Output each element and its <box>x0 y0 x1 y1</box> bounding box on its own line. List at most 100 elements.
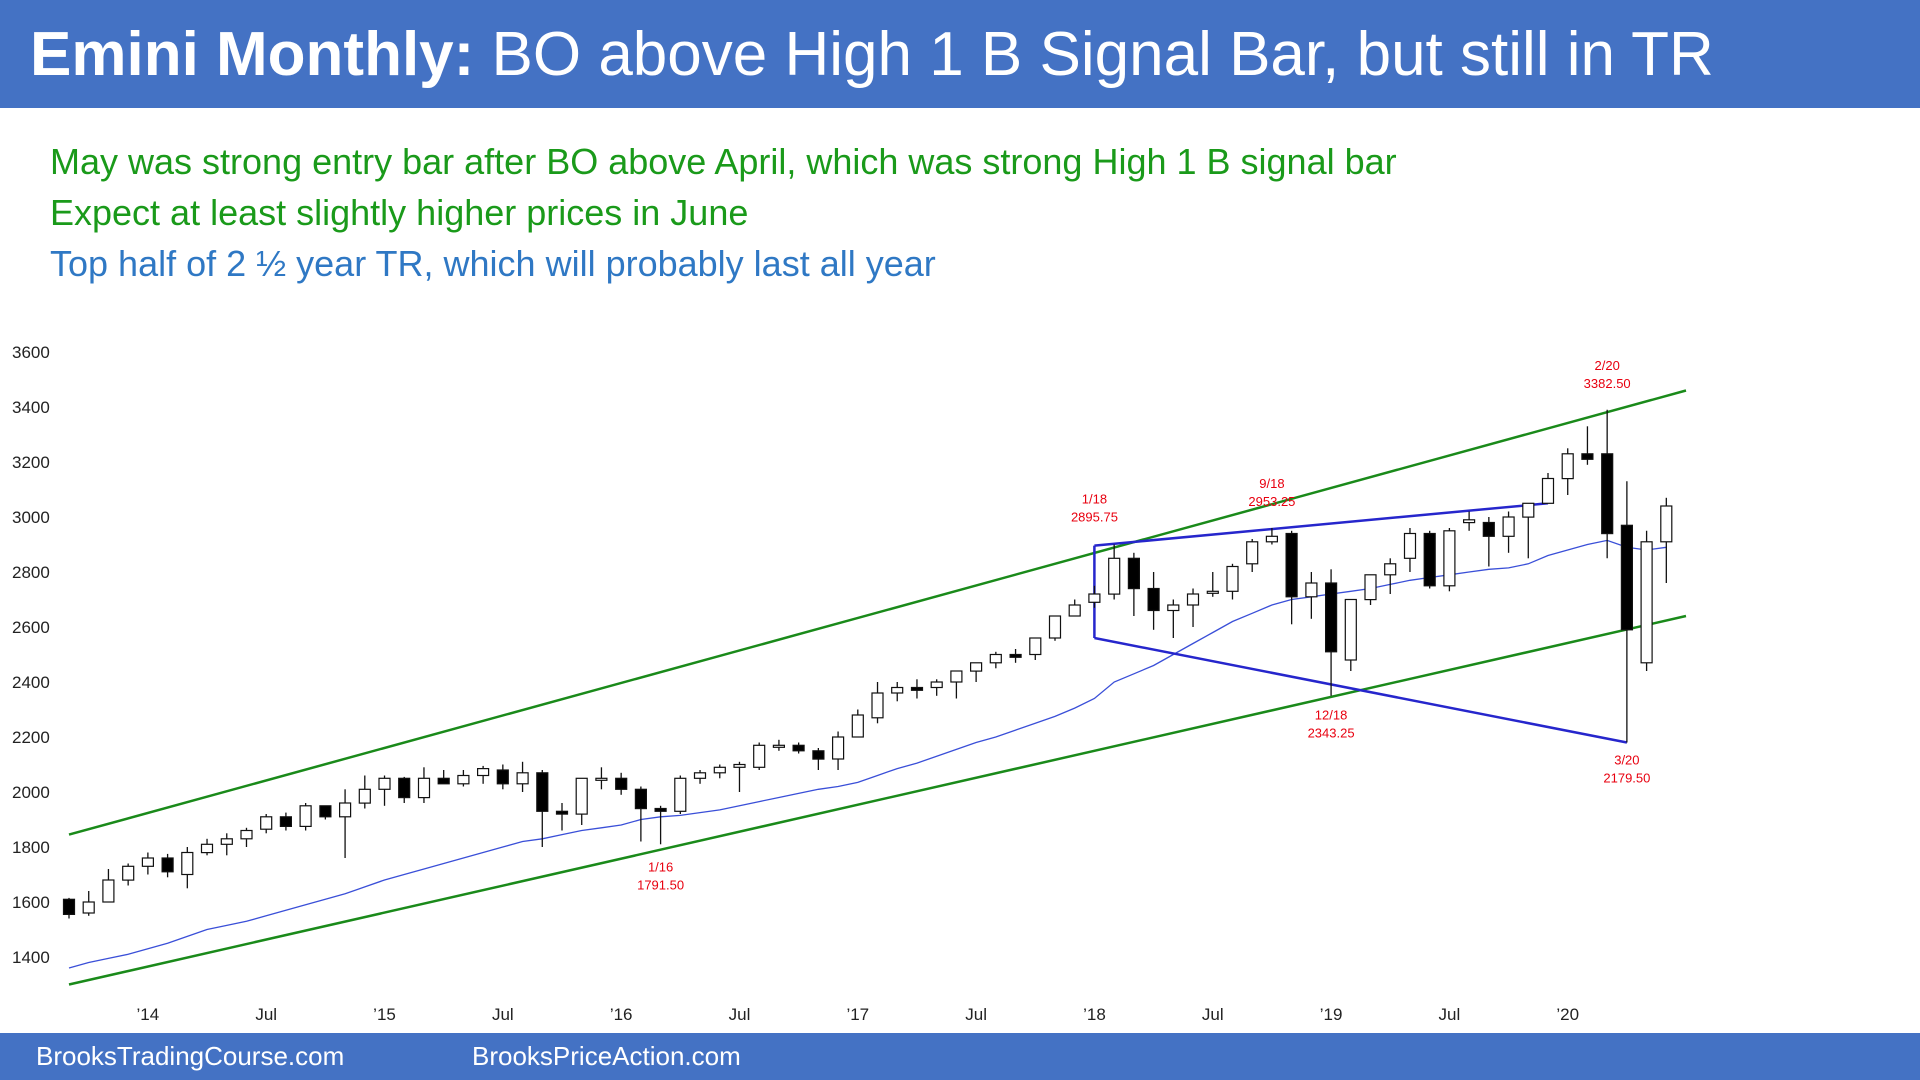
bear-candle <box>161 857 174 873</box>
price-chart: 1400 1600 1800 2000 2200 2400 2600 2800 3000 3200… <box>12 343 1687 1024</box>
bear-candle <box>812 750 825 760</box>
swing-date-label: 1/18 <box>1082 492 1107 507</box>
bear-candle <box>279 816 292 827</box>
note-line-3: Top half of 2 ½ year TR, which will prob… <box>50 243 936 284</box>
bull-candle <box>141 857 154 867</box>
triangle-top-line <box>1094 502 1549 547</box>
bull-candle <box>299 805 312 827</box>
bull-candle <box>575 777 588 815</box>
bull-candle <box>82 901 95 914</box>
bull-candle <box>595 777 608 781</box>
bear-candle <box>555 810 569 815</box>
x-tick-label: Jul <box>1439 1005 1461 1024</box>
bull-candle <box>1344 598 1357 661</box>
swing-date-label: 3/20 <box>1614 753 1639 768</box>
bull-candle <box>1226 565 1239 592</box>
bull-candle <box>102 879 115 903</box>
bear-candle <box>62 898 76 915</box>
bull-candle <box>1541 477 1555 504</box>
x-tick-label: ’16 <box>610 1005 633 1024</box>
y-tick-label: 1400 <box>12 948 50 967</box>
y-tick-label: 3200 <box>12 453 50 472</box>
swing-price-label: 2895.75 <box>1071 510 1118 525</box>
bear-candle <box>1620 524 1634 631</box>
bear-candle <box>1009 653 1022 658</box>
bull-candle <box>693 772 707 779</box>
bear-candle <box>437 777 450 785</box>
y-tick-label: 2600 <box>12 618 50 637</box>
bull-candle <box>871 692 884 719</box>
bull-candle <box>1403 532 1417 559</box>
swing-price-label: 3382.50 <box>1584 376 1631 391</box>
swing-price-label: 2343.25 <box>1308 726 1355 741</box>
bull-candle <box>1305 582 1318 598</box>
bull-candle <box>831 736 845 760</box>
bull-candle <box>1462 519 1476 524</box>
x-tick-label: ’17 <box>846 1005 869 1024</box>
channel-upper-line <box>68 389 1687 836</box>
y-tick-label: 2200 <box>12 728 50 747</box>
bull-candle <box>516 772 529 785</box>
bull-candle <box>891 686 904 694</box>
bull-candle <box>1384 563 1397 576</box>
x-tick-label: Jul <box>965 1005 987 1024</box>
bear-candle <box>1581 453 1594 460</box>
y-tick-label: 1600 <box>12 893 50 912</box>
y-tick-label: 2000 <box>12 783 50 802</box>
bull-candle <box>851 714 864 738</box>
bear-candle <box>496 769 509 785</box>
swing-date-label: 1/16 <box>648 859 673 874</box>
bull-candle <box>1108 557 1121 595</box>
bull-candle <box>1364 574 1377 601</box>
bull-candle <box>969 662 983 672</box>
bull-candle <box>950 670 963 683</box>
bear-candle <box>1423 532 1436 587</box>
y-tick-label: 3000 <box>12 508 50 527</box>
x-tick-label: ’14 <box>137 1005 160 1024</box>
bull-candle <box>1029 637 1042 656</box>
bull-candle <box>772 744 786 748</box>
channel-lower-line <box>68 614 1687 986</box>
bear-candle <box>1482 521 1495 537</box>
bear-candle <box>910 686 924 691</box>
x-tick-label: ’15 <box>373 1005 396 1024</box>
footer-link-brookspriceaction[interactable]: BrooksPriceAction.com <box>472 1041 741 1071</box>
swing-price-label: 2953.25 <box>1248 494 1295 509</box>
bull-candle <box>477 768 490 777</box>
swing-price-label: 1791.50 <box>637 877 684 892</box>
bull-candle <box>1048 615 1062 639</box>
x-tick-label: ’18 <box>1083 1005 1106 1024</box>
bear-candle <box>1285 532 1298 598</box>
bull-candle <box>713 766 726 774</box>
title-rest: BO above High 1 B Signal Bar, but still … <box>474 20 1714 89</box>
bull-candle <box>1246 541 1259 565</box>
ema-line <box>68 539 1667 969</box>
x-tick-label: Jul <box>255 1005 277 1024</box>
y-tick-label: 1800 <box>12 838 50 857</box>
bear-candle <box>1127 557 1141 590</box>
bull-candle <box>733 763 746 768</box>
bull-candle <box>1561 453 1574 480</box>
bull-candle <box>240 829 253 840</box>
bear-candle <box>615 777 628 790</box>
bull-candle <box>1088 593 1101 603</box>
bull-candle <box>260 816 273 830</box>
bull-candle <box>753 744 766 768</box>
bull-candle <box>1502 516 1515 537</box>
bull-candle <box>358 788 371 804</box>
y-tick-label: 2800 <box>12 563 50 582</box>
title-banner: Emini Monthly: BO above High 1 B Signal … <box>0 0 1920 108</box>
bear-candle <box>1324 582 1338 653</box>
footer-link-brookstradingcourse[interactable]: BrooksTradingCourse.com <box>36 1041 345 1071</box>
bull-candle <box>930 681 943 689</box>
swing-date-label: 12/18 <box>1315 708 1348 723</box>
page-title: Emini Monthly: BO above High 1 B Signal … <box>30 16 1714 94</box>
bull-candle <box>181 851 194 876</box>
bull-candle <box>200 843 214 854</box>
bear-candle <box>536 772 549 812</box>
bull-candle <box>122 865 135 881</box>
bull-candle <box>220 838 233 845</box>
note-line-2: Expect at least slightly higher prices i… <box>50 192 749 233</box>
x-tick-label: ’20 <box>1556 1005 1579 1024</box>
bull-candle <box>1167 604 1180 612</box>
